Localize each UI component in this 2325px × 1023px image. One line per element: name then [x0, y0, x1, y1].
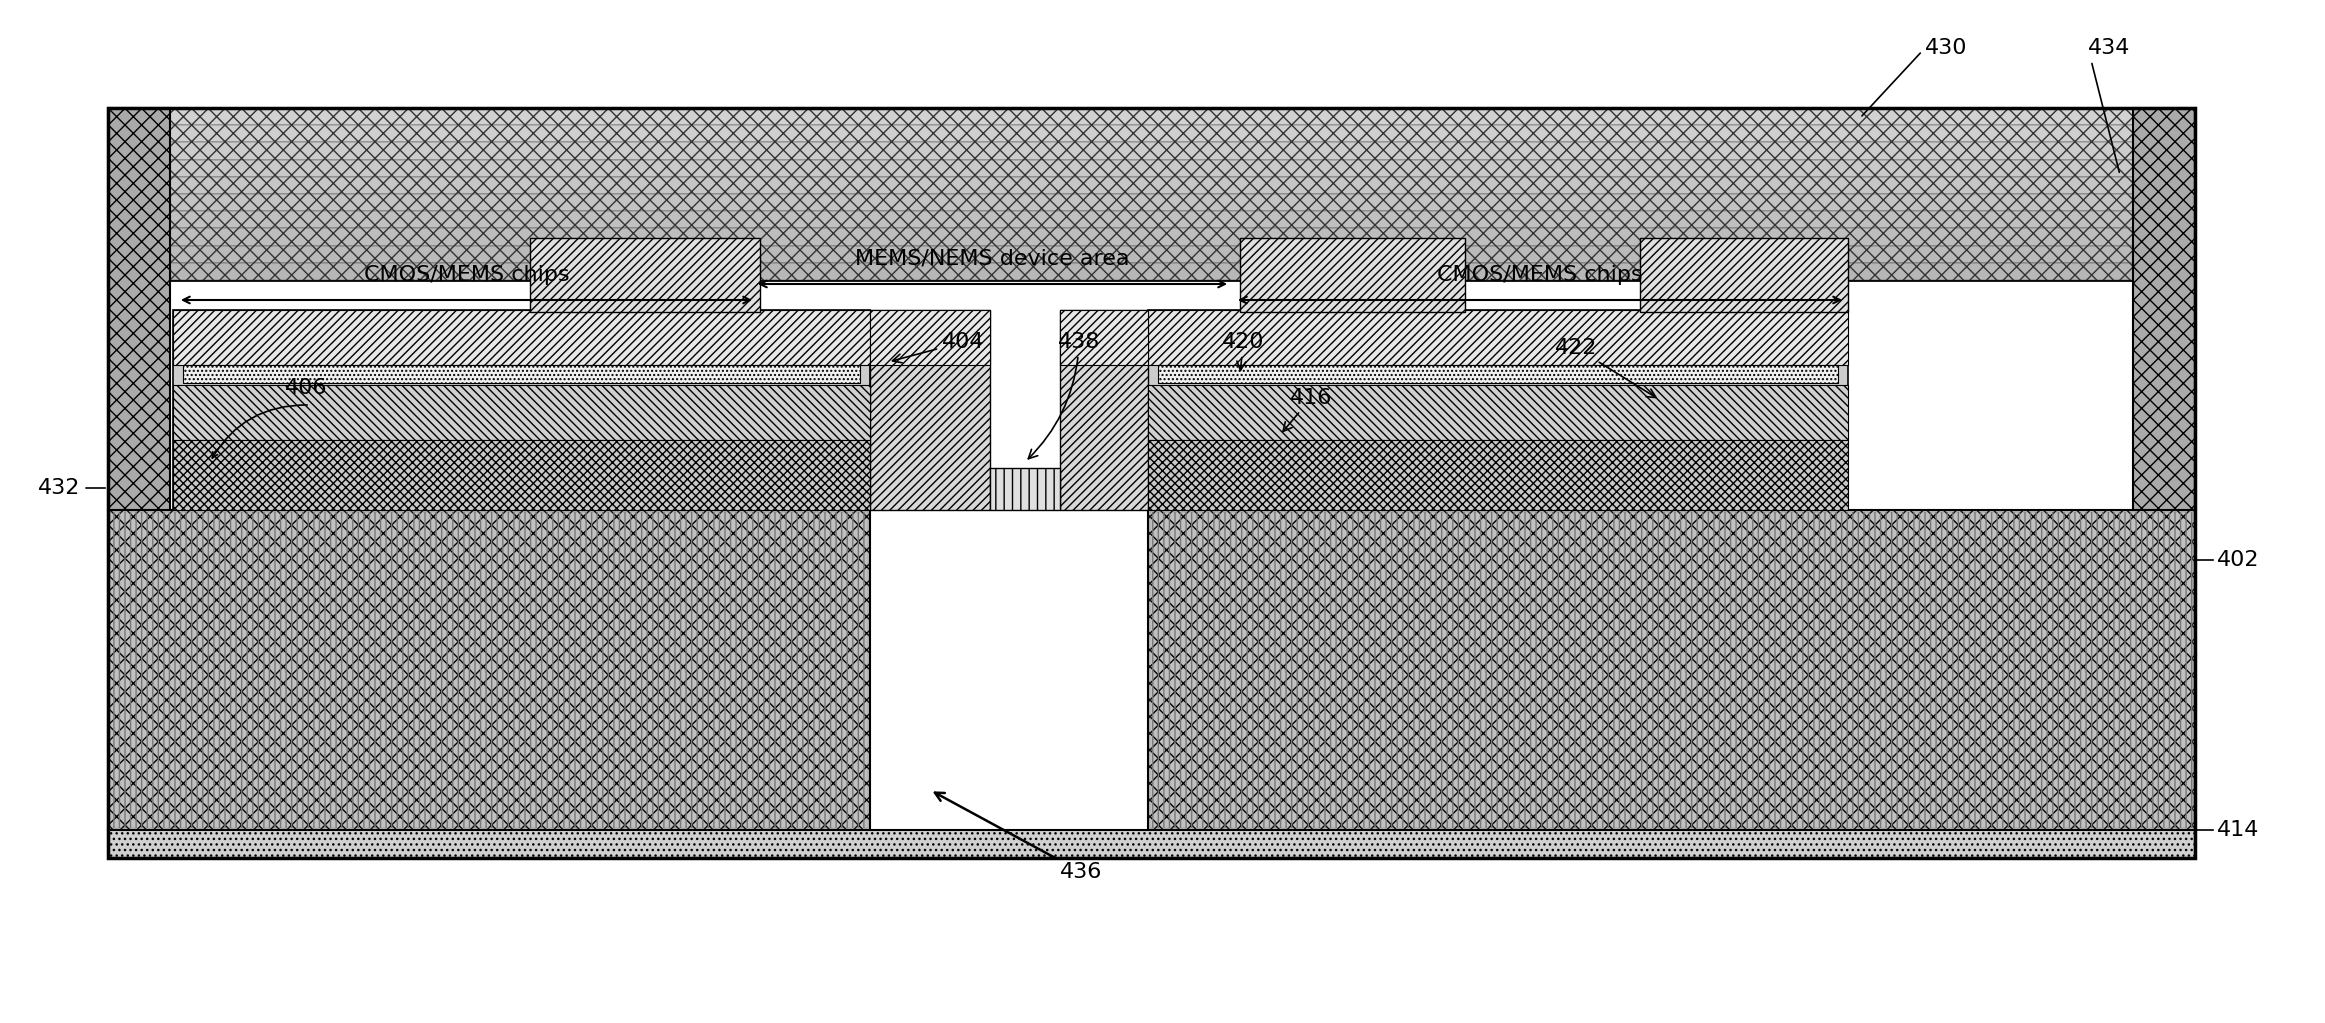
Text: 414: 414 — [2218, 820, 2260, 840]
Text: MEMS/NEMS device area: MEMS/NEMS device area — [856, 249, 1130, 269]
Bar — [109, 228, 2195, 246]
Text: 430: 430 — [1862, 38, 1967, 116]
Bar — [1149, 310, 1848, 510]
Bar — [1239, 238, 1465, 312]
Text: 404: 404 — [893, 332, 983, 363]
Bar — [184, 365, 860, 383]
Bar — [107, 510, 870, 830]
Bar — [1060, 310, 1149, 365]
Text: CMOS/MEMS chips: CMOS/MEMS chips — [1437, 265, 1644, 285]
Text: CMOS/MEMS chips: CMOS/MEMS chips — [363, 265, 570, 285]
Text: 434: 434 — [2088, 38, 2130, 172]
Bar — [109, 246, 2195, 263]
Bar — [107, 108, 2195, 858]
Bar — [172, 310, 870, 510]
Bar — [1151, 512, 2192, 828]
Bar — [990, 468, 1060, 510]
Text: 402: 402 — [2218, 550, 2260, 570]
Text: 416: 416 — [1283, 388, 1332, 432]
Bar — [172, 385, 870, 440]
Text: 438: 438 — [1028, 332, 1100, 458]
Text: 436: 436 — [935, 793, 1102, 882]
Text: 422: 422 — [1555, 338, 1655, 398]
Bar — [1639, 238, 1848, 312]
Bar — [530, 238, 760, 312]
Bar — [1149, 385, 1848, 440]
Bar — [1149, 440, 1848, 510]
Bar — [1149, 310, 1848, 365]
Bar — [109, 108, 2195, 125]
Bar — [1149, 510, 2195, 830]
Bar — [107, 108, 2195, 280]
Bar — [109, 211, 2195, 228]
Bar — [172, 310, 870, 365]
Text: 420: 420 — [1223, 332, 1265, 370]
Bar — [2132, 108, 2195, 510]
Bar — [870, 310, 990, 510]
Bar — [109, 263, 2195, 280]
Bar — [109, 160, 2195, 177]
Bar — [1158, 365, 1839, 383]
Bar — [107, 108, 170, 510]
Text: 406: 406 — [286, 379, 328, 398]
Bar — [109, 142, 2195, 160]
Bar — [109, 177, 2195, 194]
Bar — [109, 512, 867, 828]
Bar — [1060, 310, 1149, 510]
Bar — [107, 108, 2195, 830]
Bar — [109, 125, 2195, 142]
Bar — [870, 310, 990, 365]
Text: 432: 432 — [37, 478, 105, 498]
Bar — [172, 440, 870, 510]
Bar — [109, 194, 2195, 211]
Bar — [107, 830, 2195, 858]
